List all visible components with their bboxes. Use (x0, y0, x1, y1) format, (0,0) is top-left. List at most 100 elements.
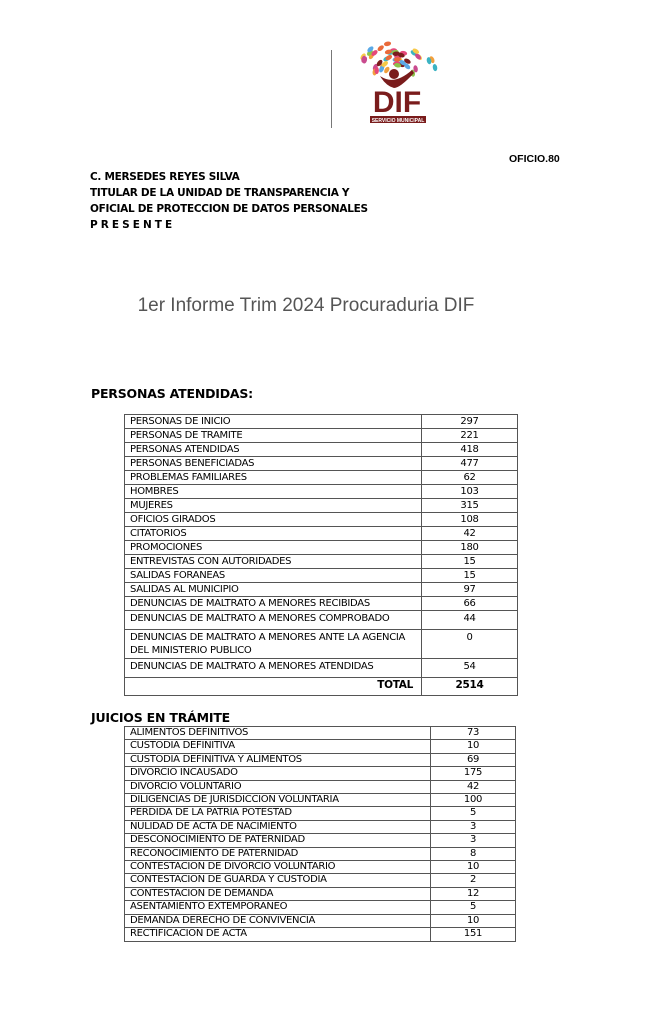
logo-leaf (384, 66, 390, 74)
row-value: 221 (421, 428, 518, 443)
row-value: 418 (421, 442, 518, 457)
logo-leaf (415, 53, 421, 60)
report-title: 1er Informe Trim 2024 Procuraduria DIF (137, 295, 475, 316)
row-label: PERSONAS ATENDIDAS (124, 442, 422, 457)
logo-leaf (404, 58, 411, 64)
row-value: 10 (430, 913, 516, 929)
table-row: DEMANDA DERECHO DE CONVIVENCIA 10 (124, 913, 516, 929)
logo-leaf (399, 59, 406, 66)
table-row: PROMOCIONES 180 (124, 540, 518, 555)
table-row: CONTESTACION DE DEMANDA 12 (124, 886, 516, 902)
table-row: RECONOCIMIENTO DE PATERNIDAD 8 (124, 846, 516, 862)
logo-leaf (383, 41, 392, 47)
table-row: DENUNCIAS DE MALTRATO A MENORES RECIBIDA… (124, 596, 518, 611)
row-label: OFICIOS GIRADOS (124, 512, 422, 527)
row-label: CONTESTACION DE GUARDA Y CUSTODIA (124, 873, 431, 888)
recipient-title-2: OFICIAL DE PROTECCION DE DATOS PERSONALE… (90, 203, 368, 215)
table-row: DILIGENCIAS DE JURISDICCION VOLUNTARIA 10… (124, 793, 516, 808)
row-value: 15 (421, 554, 518, 569)
row-value: 10 (430, 739, 516, 754)
row-label: MUJERES (124, 498, 422, 513)
row-label: CONTESTACION DE DEMANDA (124, 886, 431, 902)
logo-leaf (432, 64, 438, 72)
row-label: PERSONAS BENEFICIADAS (124, 456, 422, 471)
personas-heading: PERSONAS ATENDIDAS: (91, 386, 253, 401)
table-row: CUSTODIA DEFINITIVA Y ALIMENTOS 69 (124, 752, 516, 768)
row-label: CUSTODIA DEFINITIVA Y ALIMENTOS (124, 752, 431, 768)
row-label: CUSTODIA DEFINITIVA (124, 739, 431, 754)
row-label: DENUNCIAS DE MALTRATO A MENORES ATENDIDA… (124, 658, 422, 678)
row-value: 8 (430, 846, 516, 862)
logo-leaf (392, 51, 400, 56)
logo-leaf (381, 61, 388, 67)
row-label: DILIGENCIAS DE JURISDICCION VOLUNTARIA (124, 793, 431, 808)
table-row: DENUNCIAS DE MALTRATO A MENORES ATENDIDA… (124, 658, 518, 678)
row-value: 315 (421, 498, 518, 513)
row-label: NULIDAD DE ACTA DE NACIMIENTO (124, 819, 431, 835)
logo-leaf (384, 49, 392, 55)
table-row: OFICIOS GIRADOS 108 (124, 512, 518, 527)
row-label: DENUNCIAS DE MALTRATO A MENORES COMPROBA… (124, 610, 422, 630)
row-value: 175 (430, 766, 516, 781)
row-value: 73 (430, 725, 516, 741)
table-row: PERSONAS ATENDIDAS 418 (124, 442, 518, 457)
personas-table: PERSONAS DE INICIO 297 PERSONAS DE TRAMITE… (124, 414, 518, 696)
juicios-table: ALIMENTOS DEFINITIVOS 73 CUSTODIA DEFINITI… (124, 725, 516, 942)
table-row: MUJERES 315 (124, 498, 518, 513)
row-label: PERSONAS DE TRAMITE (124, 428, 422, 443)
row-label: DIVORCIO VOLUNTARIO (124, 779, 431, 795)
oficio-number: OFICIO.80 (509, 153, 560, 165)
row-value: 108 (421, 512, 518, 527)
row-value: 103 (421, 484, 518, 499)
row-label: CONTESTACION DE DIVORCIO VOLUNTARIO (124, 860, 431, 875)
table-row: CONTESTACION DE GUARDA Y CUSTODIA 2 (124, 873, 516, 888)
table-row: CONTESTACION DE DIVORCIO VOLUNTARIO 10 (124, 860, 516, 875)
logo-subtext: SERVICIO MUNICIPAL (372, 118, 425, 124)
row-label: DENUNCIAS DE MALTRATO A MENORES ANTE LA … (124, 629, 422, 659)
row-value: 180 (421, 540, 518, 555)
row-value: 44 (421, 610, 518, 630)
recipient-name: C. MERSEDES REYES SILVA (90, 171, 240, 183)
table-row: NULIDAD DE ACTA DE NACIMIENTO 3 (124, 819, 516, 835)
table-row: CITATORIOS 42 (124, 526, 518, 541)
row-value: 3 (430, 819, 516, 835)
table-row: DIVORCIO INCAUSADO 175 (124, 766, 516, 781)
row-value: 10 (430, 860, 516, 875)
recipient-title: TITULAR DE LA UNIDAD DE TRANSPARENCIA Y (90, 187, 350, 199)
table-row: PERDIDA DE LA PATRIA POTESTAD 5 (124, 806, 516, 821)
table-row: RECTIFICACION DE ACTA 151 (124, 927, 516, 942)
row-label: DENUNCIAS DE MALTRATO A MENORES RECIBIDA… (124, 596, 422, 611)
row-label: ENTREVISTAS CON AUTORIDADES (124, 554, 422, 569)
table-row: PERSONAS DE INICIO 297 (124, 414, 518, 429)
table-row: PROBLEMAS FAMILIARES 62 (124, 470, 518, 485)
row-value: 5 (430, 806, 516, 821)
row-value: 54 (421, 658, 518, 678)
table-row: SALIDAS AL MUNICIPIO 97 (124, 582, 518, 597)
row-label: DIVORCIO INCAUSADO (124, 766, 431, 781)
table-row: SALIDAS FORANEAS 15 (124, 568, 518, 583)
row-label: ALIMENTOS DEFINITIVOS (124, 725, 431, 741)
row-value: 15 (421, 568, 518, 583)
row-value: 69 (430, 752, 516, 768)
row-label: PROMOCIONES (124, 540, 422, 555)
row-value: 66 (421, 596, 518, 611)
row-value: 2514 (421, 677, 518, 696)
row-value: 62 (421, 470, 518, 485)
logo-leaf (404, 63, 411, 70)
logo-leaf (393, 57, 401, 62)
row-label: HOMBRES (124, 484, 422, 499)
row-label: RECTIFICACION DE ACTA (124, 927, 431, 942)
table-row: DESCONOCIMIENTO DE PATERNIDAD 3 (124, 833, 516, 848)
row-value: 3 (430, 833, 516, 848)
table-row: CUSTODIA DEFINITIVA 10 (124, 739, 516, 754)
row-label: SALIDAS FORANEAS (124, 568, 422, 583)
logo-leaf (426, 57, 432, 65)
table-row: PERSONAS BENEFICIADAS 477 (124, 456, 518, 471)
logo-leaf (412, 48, 420, 54)
row-value: 151 (430, 927, 516, 942)
logo-leaf (367, 46, 374, 53)
row-label: PERSONAS DE INICIO (124, 414, 422, 429)
logo-leaf (374, 66, 379, 75)
table-row: DIVORCIO VOLUNTARIO 42 (124, 779, 516, 795)
table-row: ALIMENTOS DEFINITIVOS 73 (124, 725, 516, 741)
